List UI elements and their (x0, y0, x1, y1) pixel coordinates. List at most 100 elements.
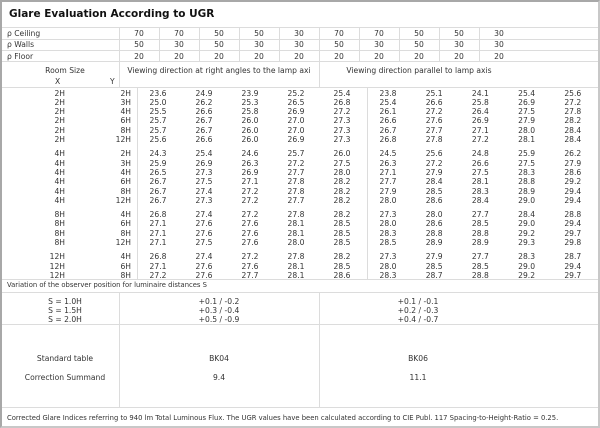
room-size-y: 6H (120, 116, 131, 126)
ugr-value: 27.1 (149, 261, 167, 271)
ugr-value: 24.1 (471, 88, 489, 98)
room-size-x: 2H (54, 107, 65, 117)
reflectance-value: 30 (494, 40, 504, 50)
ugr-value: 27.2 (425, 107, 443, 117)
divider (439, 27, 440, 61)
ugr-value: 29.4 (564, 195, 582, 205)
divider (2, 50, 598, 51)
ugr-value: 28.3 (518, 167, 536, 177)
ugr-value: 24.5 (379, 149, 397, 159)
room-size-x-label: X (55, 77, 61, 86)
ugr-value: 27.0 (287, 116, 305, 126)
ugr-value: 28.6 (564, 167, 582, 177)
ugr-value: 29.0 (518, 261, 536, 271)
room-size-y: 12H (115, 195, 131, 205)
ugr-value: 27.2 (425, 158, 443, 168)
ugr-value: 27.4 (195, 252, 213, 262)
ugr-value: 28.5 (379, 238, 397, 247)
variation-value: +0.4 / -0.7 (397, 315, 439, 324)
reflectance-value: 50 (214, 29, 224, 38)
ugr-value: 27.1 (379, 167, 397, 177)
reflectance-value: 50 (414, 40, 424, 50)
room-size-label: Room Size (45, 66, 85, 75)
divider (2, 407, 598, 408)
ugr-value: 27.5 (518, 107, 536, 117)
room-size-y: 4H (120, 252, 131, 262)
room-size-x: 12H (49, 261, 65, 271)
divider (239, 27, 240, 61)
ugr-value: 26.0 (241, 116, 259, 126)
ugr-value: 27.9 (564, 158, 582, 168)
divider (2, 324, 598, 325)
ugr-value: 26.9 (241, 167, 259, 177)
ugr-value: 29.0 (518, 219, 536, 229)
ugr-value: 28.1 (471, 177, 489, 187)
ugr-value: 28.0 (333, 167, 351, 177)
ugr-value: 28.1 (518, 135, 536, 144)
ugr-value: 28.2 (333, 177, 351, 187)
ugr-value: 27.3 (379, 210, 397, 220)
reflectance-value: 70 (134, 29, 144, 38)
ugr-value: 26.6 (195, 107, 213, 117)
ugr-value: 28.5 (333, 261, 351, 271)
ugr-value: 26.7 (195, 125, 213, 135)
ugr-value: 28.8 (471, 228, 489, 238)
ugr-value: 27.7 (471, 252, 489, 262)
ugr-value: 27.0 (287, 125, 305, 135)
ugr-value: 28.5 (471, 261, 489, 271)
room-size-y: 6H (120, 219, 131, 229)
room-size-x: 8H (54, 238, 65, 247)
ugr-value: 28.9 (471, 238, 489, 247)
ugr-value: 27.7 (287, 167, 305, 177)
room-size-y: 2H (120, 149, 131, 159)
ugr-value: 26.9 (195, 158, 213, 168)
room-size-x: 12H (49, 252, 65, 262)
ugr-value: 27.2 (241, 186, 259, 196)
footer-note: Corrected Glare Indices referring to 940… (7, 414, 559, 422)
room-size-x: 4H (54, 167, 65, 177)
ugr-value: 25.5 (149, 107, 167, 117)
reflectance-value: 20 (294, 51, 304, 61)
ugr-value: 27.3 (195, 195, 213, 205)
ugr-value: 28.6 (425, 195, 443, 205)
divider (2, 87, 598, 88)
room-size-x: 2H (54, 135, 65, 144)
reflectance-value: 70 (334, 29, 344, 38)
standard-table-label: Standard table (36, 354, 94, 363)
ugr-value: 25.8 (471, 97, 489, 107)
ugr-value: 28.5 (333, 228, 351, 238)
ugr-value: 27.8 (287, 252, 305, 262)
reflectance-value: 20 (254, 51, 264, 61)
ugr-value: 28.7 (564, 252, 582, 262)
ugr-value: 24.6 (241, 149, 259, 159)
ugr-value: 28.2 (333, 252, 351, 262)
ugr-value: 29.2 (564, 177, 582, 187)
reflectance-value: 50 (454, 29, 464, 38)
ugr-value: 26.7 (149, 195, 167, 205)
ugr-value: 25.9 (518, 149, 536, 159)
ugr-value: 25.7 (149, 125, 167, 135)
room-size-y: 12H (115, 135, 131, 144)
divider (2, 61, 598, 62)
ugr-value: 29.8 (564, 238, 582, 247)
ugr-value: 25.4 (518, 88, 536, 98)
ugr-value: 26.1 (379, 107, 397, 117)
ugr-value: 28.4 (425, 177, 443, 187)
ugr-value: 27.8 (425, 135, 443, 144)
divider (479, 27, 480, 61)
room-size-y: 4H (120, 107, 131, 117)
ugr-value: 27.2 (149, 270, 167, 280)
room-size-y: 2H (120, 88, 131, 98)
divider (319, 292, 320, 407)
ugr-value: 27.3 (333, 116, 351, 126)
reflectance-value: 30 (494, 29, 504, 38)
room-size-y: 6H (120, 177, 131, 187)
ugr-value: 26.7 (149, 177, 167, 187)
spacing-item: S = 1.0H (48, 297, 82, 306)
page-title: Glare Evaluation According to UGR (9, 8, 215, 20)
ugr-value: 25.4 (379, 97, 397, 107)
reflectance-value: 50 (134, 40, 144, 50)
ugr-value: 27.8 (287, 186, 305, 196)
header-parallel: Viewing direction parallel to lamp axis (346, 66, 492, 75)
ugr-value: 25.6 (425, 149, 443, 159)
